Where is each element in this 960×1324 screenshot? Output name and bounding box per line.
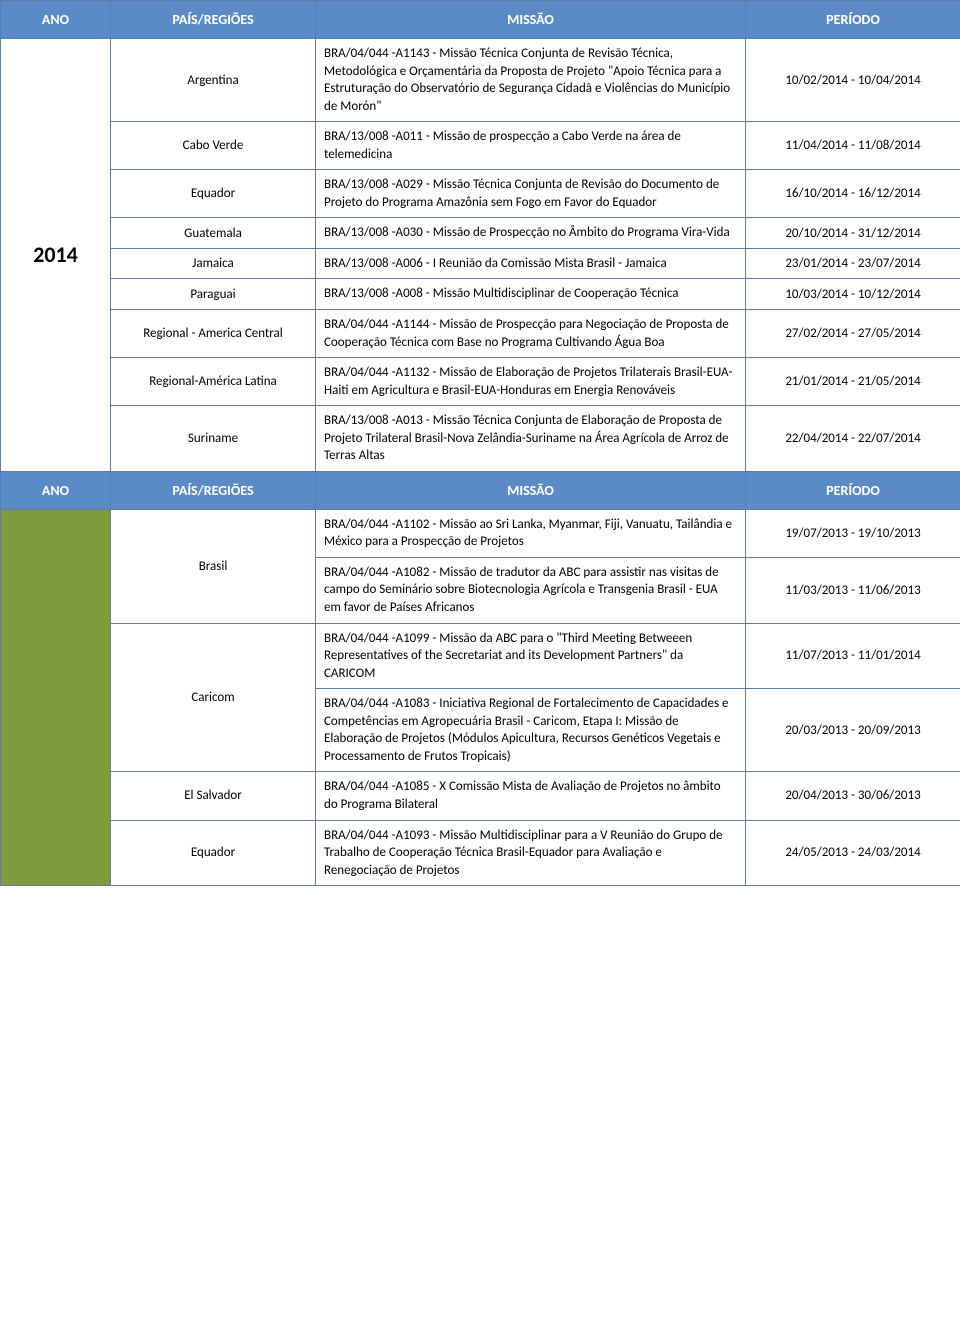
periodo-cell: 27/02/2014 - 27/05/2014 bbox=[746, 310, 960, 358]
header-periodo: PERÍODO bbox=[746, 1, 960, 39]
missao-cell: BRA/13/008 -A029 - Missão Técnica Conjun… bbox=[316, 170, 746, 218]
missao-cell: BRA/13/008 -A006 - I Reunião da Comissão… bbox=[316, 248, 746, 279]
missao-cell: BRA/04/044 -A1102 - Missão ao Sri Lanka,… bbox=[316, 509, 746, 557]
periodo-cell: 19/07/2013 - 19/10/2013 bbox=[746, 509, 960, 557]
table-row: 2014 Argentina BRA/04/044 -A1143 - Missã… bbox=[1, 39, 960, 122]
missao-cell: BRA/04/044 -A1083 - Iniciativa Regional … bbox=[316, 689, 746, 772]
periodo-cell: 20/03/2013 - 20/09/2013 bbox=[746, 689, 960, 772]
periodo-cell: 16/10/2014 - 16/12/2014 bbox=[746, 170, 960, 218]
periodo-cell: 21/01/2014 - 21/05/2014 bbox=[746, 358, 960, 406]
year-cell-2014: 2014 bbox=[1, 39, 111, 472]
missao-cell: BRA/04/044 -A1144 - Missão de Prospecção… bbox=[316, 310, 746, 358]
missao-cell: BRA/04/044 -A1082 - Missão de tradutor d… bbox=[316, 557, 746, 623]
periodo-cell: 11/03/2013 - 11/06/2013 bbox=[746, 557, 960, 623]
table-row: Equador BRA/13/008 -A029 - Missão Técnic… bbox=[1, 170, 960, 218]
missao-cell: BRA/13/008 -A011 - Missão de prospecção … bbox=[316, 122, 746, 170]
pais-cell: Caricom bbox=[111, 623, 316, 772]
pais-cell: Cabo Verde bbox=[111, 122, 316, 170]
periodo-cell: 11/07/2013 - 11/01/2014 bbox=[746, 623, 960, 689]
header-periodo: PERÍODO bbox=[746, 471, 960, 509]
header-pais: PAÍS/REGIÕES bbox=[111, 471, 316, 509]
table-row: Suriname BRA/13/008 -A013 - Missão Técni… bbox=[1, 406, 960, 472]
pais-cell: Brasil bbox=[111, 509, 316, 623]
table-row: Caricom BRA/04/044 -A1099 - Missão da AB… bbox=[1, 623, 960, 689]
table-row: Equador BRA/04/044 -A1093 - Missão Multi… bbox=[1, 820, 960, 886]
header-missao: MISSÃO bbox=[316, 471, 746, 509]
table-header-row: ANO PAÍS/REGIÕES MISSÃO PERÍODO bbox=[1, 471, 960, 509]
table-row: Paraguai BRA/13/008 -A008 - Missão Multi… bbox=[1, 279, 960, 310]
periodo-cell: 23/01/2014 - 23/07/2014 bbox=[746, 248, 960, 279]
pais-cell: Argentina bbox=[111, 39, 316, 122]
periodo-cell: 20/04/2013 - 30/06/2013 bbox=[746, 772, 960, 820]
header-missao: MISSÃO bbox=[316, 1, 746, 39]
missao-cell: BRA/04/044 -A1143 - Missão Técnica Conju… bbox=[316, 39, 746, 122]
missao-cell: BRA/13/008 -A008 - Missão Multidisciplin… bbox=[316, 279, 746, 310]
missao-cell: BRA/13/008 -A013 - Missão Técnica Conjun… bbox=[316, 406, 746, 472]
pais-cell: Jamaica bbox=[111, 248, 316, 279]
periodo-cell: 22/04/2014 - 22/07/2014 bbox=[746, 406, 960, 472]
missao-cell: BRA/13/008 -A030 - Missão de Prospecção … bbox=[316, 218, 746, 249]
missao-cell: BRA/04/044 -A1132 - Missão de Elaboração… bbox=[316, 358, 746, 406]
missao-cell: BRA/04/044 -A1099 - Missão da ABC para o… bbox=[316, 623, 746, 689]
pais-cell: Equador bbox=[111, 170, 316, 218]
header-ano: ANO bbox=[1, 471, 111, 509]
pais-cell: Regional-América Latina bbox=[111, 358, 316, 406]
periodo-cell: 11/04/2014 - 11/08/2014 bbox=[746, 122, 960, 170]
header-pais: PAÍS/REGIÕES bbox=[111, 1, 316, 39]
pais-cell: Paraguai bbox=[111, 279, 316, 310]
pais-cell: Guatemala bbox=[111, 218, 316, 249]
missions-table: ANO PAÍS/REGIÕES MISSÃO PERÍODO 2014 Arg… bbox=[0, 0, 960, 886]
periodo-cell: 10/03/2014 - 10/12/2014 bbox=[746, 279, 960, 310]
pais-cell: Regional - America Central bbox=[111, 310, 316, 358]
periodo-cell: 24/05/2013 - 24/03/2014 bbox=[746, 820, 960, 886]
pais-cell: Equador bbox=[111, 820, 316, 886]
missao-cell: BRA/04/044 -A1085 - X Comissão Mista de … bbox=[316, 772, 746, 820]
table-row: Regional - America Central BRA/04/044 -A… bbox=[1, 310, 960, 358]
periodo-cell: 20/10/2014 - 31/12/2014 bbox=[746, 218, 960, 249]
table-header-row: ANO PAÍS/REGIÕES MISSÃO PERÍODO bbox=[1, 1, 960, 39]
year-cell-2013 bbox=[1, 509, 111, 885]
table-row: El Salvador BRA/04/044 -A1085 - X Comiss… bbox=[1, 772, 960, 820]
pais-cell: El Salvador bbox=[111, 772, 316, 820]
table-row: Regional-América Latina BRA/04/044 -A113… bbox=[1, 358, 960, 406]
table-row: Cabo Verde BRA/13/008 -A011 - Missão de … bbox=[1, 122, 960, 170]
missao-cell: BRA/04/044 -A1093 - Missão Multidiscipli… bbox=[316, 820, 746, 886]
table-row: Guatemala BRA/13/008 -A030 - Missão de P… bbox=[1, 218, 960, 249]
table-row: Jamaica BRA/13/008 -A006 - I Reunião da … bbox=[1, 248, 960, 279]
periodo-cell: 10/02/2014 - 10/04/2014 bbox=[746, 39, 960, 122]
pais-cell: Suriname bbox=[111, 406, 316, 472]
table-row: Brasil BRA/04/044 -A1102 - Missão ao Sri… bbox=[1, 509, 960, 557]
header-ano: ANO bbox=[1, 1, 111, 39]
